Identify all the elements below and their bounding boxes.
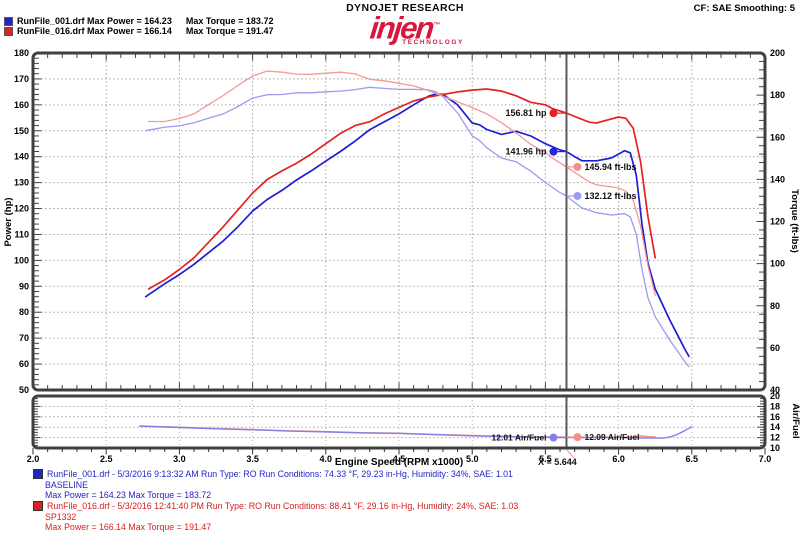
label-power: 60 xyxy=(19,359,29,369)
annot-dot xyxy=(549,433,558,442)
label-torque: 40 xyxy=(770,385,780,395)
baseline-color-swatch xyxy=(4,16,13,26)
correction-smoothing-label: CF: SAE Smoothing: 5 xyxy=(693,3,795,14)
label-torque: 180 xyxy=(770,90,785,100)
airfuel-axis-title: Air/Fuel xyxy=(790,403,800,438)
series-af-baseline xyxy=(139,425,693,439)
label-x: 2.0 xyxy=(27,454,40,464)
label-power: 160 xyxy=(14,100,29,110)
sp1332-run-name: SP1332 xyxy=(45,511,77,522)
label-x: 3.5 xyxy=(246,454,259,464)
torque-axis-title: Torque (ft-lbs) xyxy=(789,189,800,253)
legend-sp1332-power: RunFile_016.drf Max Power = 166.14 xyxy=(17,26,172,36)
legend-sp1332-torque: Max Torque = 191.47 xyxy=(185,26,274,36)
sp1332-run-conditions: RunFile_016.drf - 5/3/2016 12:41:40 PM R… xyxy=(47,501,519,511)
legend-row-baseline: RunFile_001.drf Max Power = 164.23 Max T… xyxy=(4,16,273,26)
annot-label: 156.81 hp xyxy=(505,108,547,118)
label-af: 18 xyxy=(770,401,780,411)
label-torque: 60 xyxy=(770,343,780,353)
label-power: 180 xyxy=(14,48,29,58)
label-torque: 80 xyxy=(770,301,780,311)
injen-technology-tagline: TECHNOLOGY xyxy=(402,39,464,47)
run-info-baseline: RunFile_001.drf - 5/3/2016 9:13:32 AM Ru… xyxy=(33,469,513,501)
label-torque: 100 xyxy=(770,259,785,269)
legend-row-sp1332: RunFile_016.drf Max Power = 166.14 Max T… xyxy=(4,26,273,36)
annot-dot xyxy=(573,191,582,200)
label-af: 20 xyxy=(770,391,780,401)
annot-label: 12.01 Air/Fuel xyxy=(492,433,547,443)
baseline-run-max: Max Power = 164.23 Max Torque = 183.72 xyxy=(45,490,212,501)
label-power: 100 xyxy=(14,255,29,265)
label-power: 150 xyxy=(14,126,29,136)
cursor-annotations: 156.81 hp 141.96 hp 145.94 ft-lbs 132.12 ft… xyxy=(492,108,640,442)
power-axis-title: Power (hp) xyxy=(3,197,14,246)
brand-block: DYNOJET RESEARCH injen™ TECHNOLOGY xyxy=(340,2,470,46)
label-x: 4.5 xyxy=(393,454,406,464)
label-power: 120 xyxy=(14,204,29,214)
cursor-x-readout: X = 5.644 xyxy=(538,457,577,467)
annot-dot xyxy=(573,162,582,171)
series-torque-sp1332 xyxy=(148,70,656,297)
label-x: 6.0 xyxy=(612,454,625,464)
label-torque: 120 xyxy=(770,217,785,227)
run-legend: RunFile_001.drf Max Power = 164.23 Max T… xyxy=(4,16,273,36)
label-af: 10 xyxy=(770,443,780,453)
sp1332-run-max: Max Power = 166.14 Max Torque = 191.47 xyxy=(45,522,212,533)
label-torque: 160 xyxy=(770,132,785,142)
annot-dot xyxy=(549,109,558,118)
label-x: 5.0 xyxy=(466,454,479,464)
label-x: 4.0 xyxy=(320,454,333,464)
label-torque: 140 xyxy=(770,174,785,184)
sp1332-run-swatch xyxy=(33,501,43,512)
baseline-run-swatch xyxy=(33,469,43,480)
legend-baseline-torque: Max Torque = 183.72 xyxy=(185,16,274,26)
main-chart-frame xyxy=(31,51,767,392)
series-power-sp1332 xyxy=(147,88,657,290)
label-af: 12 xyxy=(770,433,780,443)
label-x: 7.0 xyxy=(759,454,772,464)
label-af: 16 xyxy=(770,412,780,422)
annot-label: 12.09 Air/Fuel xyxy=(584,432,639,442)
run-info-sp1332: RunFile_016.drf - 5/3/2016 12:41:40 PM R… xyxy=(33,501,518,533)
label-power: 170 xyxy=(14,74,29,84)
series-torque-baseline xyxy=(145,86,690,368)
axis-ticks xyxy=(32,52,766,455)
annot-dot xyxy=(573,433,582,442)
label-power: 70 xyxy=(19,333,29,343)
label-x: 2.5 xyxy=(100,454,113,464)
baseline-run-conditions: RunFile_001.drf - 5/3/2016 9:13:32 AM Ru… xyxy=(47,469,513,479)
label-power: 130 xyxy=(14,178,29,188)
dynojet-research-title: DYNOJET RESEARCH xyxy=(346,2,464,14)
label-x: 5.5 xyxy=(539,454,552,464)
label-power: 50 xyxy=(19,385,29,395)
label-power: 140 xyxy=(14,152,29,162)
annot-label: 145.94 ft-lbs xyxy=(584,162,636,172)
af-chart-series xyxy=(139,425,693,439)
axis-tick-labels: 50 60 70 80 90 100 110 120 130 140 150 160 170 180 40 6… xyxy=(14,48,785,464)
baseline-run-name: BASELINE xyxy=(45,479,89,490)
af-chart-gridlines xyxy=(33,396,765,448)
cursor-pointer-line xyxy=(566,449,576,460)
label-af: 14 xyxy=(770,422,780,432)
x-axis-title: Engine Speed (RPM x1000) xyxy=(335,457,463,468)
sp1332-color-swatch xyxy=(4,26,13,36)
label-x: 6.5 xyxy=(686,454,699,464)
annot-label: 141.96 hp xyxy=(505,147,547,157)
main-chart-gridlines xyxy=(33,53,765,390)
label-power: 110 xyxy=(14,229,29,239)
series-power-baseline xyxy=(144,93,690,358)
annot-dot xyxy=(549,147,558,156)
annot-label: 132.12 ft-lbs xyxy=(584,191,636,201)
main-chart-series xyxy=(144,70,690,368)
label-torque: 200 xyxy=(770,48,785,58)
label-x: 3.0 xyxy=(173,454,186,464)
label-power: 80 xyxy=(19,307,29,317)
legend-baseline-power: RunFile_001.drf Max Power = 164.23 xyxy=(17,16,172,26)
label-power: 90 xyxy=(19,281,29,291)
